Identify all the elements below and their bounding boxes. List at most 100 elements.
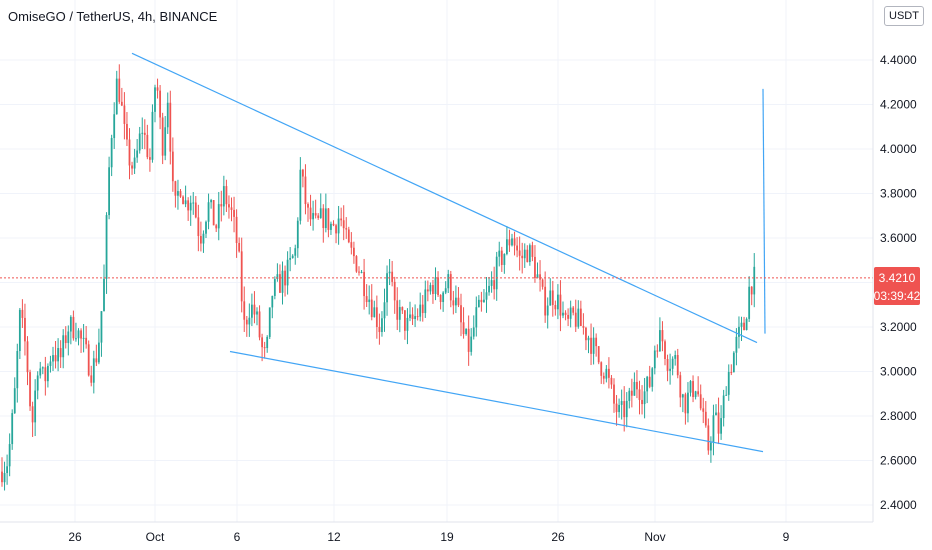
y-tick-label: 2.8000	[880, 409, 917, 423]
candle-body	[383, 302, 386, 319]
candle-body	[228, 204, 230, 208]
candle-body	[100, 311, 103, 343]
x-tick-label: 26	[68, 530, 82, 544]
candle-body	[375, 307, 378, 327]
candle-body	[577, 308, 580, 327]
candle-body	[136, 150, 139, 158]
x-tick-label: 6	[234, 530, 241, 544]
candle-body	[138, 133, 141, 151]
candle-body	[666, 358, 669, 371]
candle-body	[245, 319, 248, 325]
candle-body	[419, 304, 422, 317]
x-tick-label: 12	[327, 530, 341, 544]
candle-body	[536, 274, 539, 279]
candle-body	[54, 355, 57, 362]
candle-body	[730, 372, 733, 374]
candle-body	[26, 341, 29, 373]
candle-body	[511, 238, 513, 246]
candle-body	[488, 285, 490, 293]
candle-body	[281, 270, 284, 293]
grid	[0, 0, 873, 522]
candle-body	[120, 101, 123, 106]
candle-body	[149, 157, 151, 160]
candle-body	[128, 139, 131, 166]
trendline[interactable]	[762, 88, 766, 334]
candle-body	[475, 307, 478, 328]
candle-body	[638, 389, 641, 400]
candle-body	[648, 376, 651, 387]
candle-body	[332, 223, 335, 226]
candle-body	[370, 299, 373, 318]
candle-body	[291, 255, 294, 258]
candle-body	[750, 286, 753, 295]
candle-body	[105, 215, 108, 279]
candle-body	[743, 322, 745, 330]
candle-body	[585, 327, 587, 341]
candle-body	[694, 391, 697, 398]
candle-body	[256, 311, 258, 315]
candle-body	[549, 290, 552, 306]
candle-body	[350, 242, 353, 248]
candle-body	[21, 309, 24, 318]
candle-body	[725, 394, 728, 396]
candle-body	[169, 102, 172, 152]
candle-body	[154, 87, 156, 112]
candle-body	[179, 191, 182, 197]
candle-body	[426, 289, 429, 292]
candle-body	[674, 355, 677, 359]
candle-body	[335, 225, 337, 234]
candle-body	[689, 381, 692, 393]
candle-body	[202, 233, 205, 244]
trendline[interactable]	[131, 52, 758, 344]
candle-body	[118, 78, 121, 102]
candle-body	[6, 466, 8, 474]
candle-body	[528, 245, 531, 263]
candle-body	[477, 299, 480, 308]
candle-body	[67, 331, 70, 344]
candle-body	[623, 401, 626, 418]
candle-body	[126, 123, 128, 140]
candle-body	[266, 336, 269, 349]
candle-body	[393, 281, 396, 301]
candle-body	[279, 274, 281, 293]
candle-body	[82, 337, 85, 339]
y-tick-label: 2.4000	[880, 498, 917, 512]
candle-body	[69, 316, 72, 332]
candle-body	[273, 279, 276, 296]
candle-body	[322, 208, 325, 229]
candle-body	[261, 337, 263, 348]
candle-body	[95, 358, 98, 363]
candle-body	[595, 337, 598, 347]
candle-body	[462, 322, 465, 335]
trendline[interactable]	[229, 350, 764, 453]
candle-body	[432, 285, 434, 295]
candle-body	[200, 236, 202, 244]
candle-body	[641, 399, 643, 405]
candle-body	[620, 401, 623, 405]
candle-body	[541, 279, 544, 287]
candle-body	[702, 408, 705, 412]
y-tick-label: 4.2000	[880, 98, 917, 112]
x-tick-label: 26	[551, 530, 565, 544]
candle-body	[526, 249, 529, 263]
candle-body	[337, 218, 340, 234]
candle-body	[85, 337, 88, 345]
candle-body	[396, 300, 399, 320]
candle-body	[113, 114, 116, 139]
candle-body	[544, 286, 547, 316]
candle-body	[62, 335, 65, 358]
candle-body	[174, 181, 177, 196]
candle-body	[235, 216, 238, 243]
candle-body	[289, 257, 292, 260]
candle-body	[516, 245, 518, 251]
candle-body	[503, 253, 506, 265]
candle-body	[378, 326, 381, 333]
candle-body	[299, 169, 302, 221]
candle-body	[602, 375, 605, 379]
time-axis[interactable]: 26 Oct 6 12 19 26 Nov 9	[68, 530, 789, 544]
candle-body	[490, 280, 493, 286]
currency-badge[interactable]: USDT	[884, 6, 924, 26]
candle-body	[404, 310, 406, 331]
candle-body	[225, 186, 228, 205]
